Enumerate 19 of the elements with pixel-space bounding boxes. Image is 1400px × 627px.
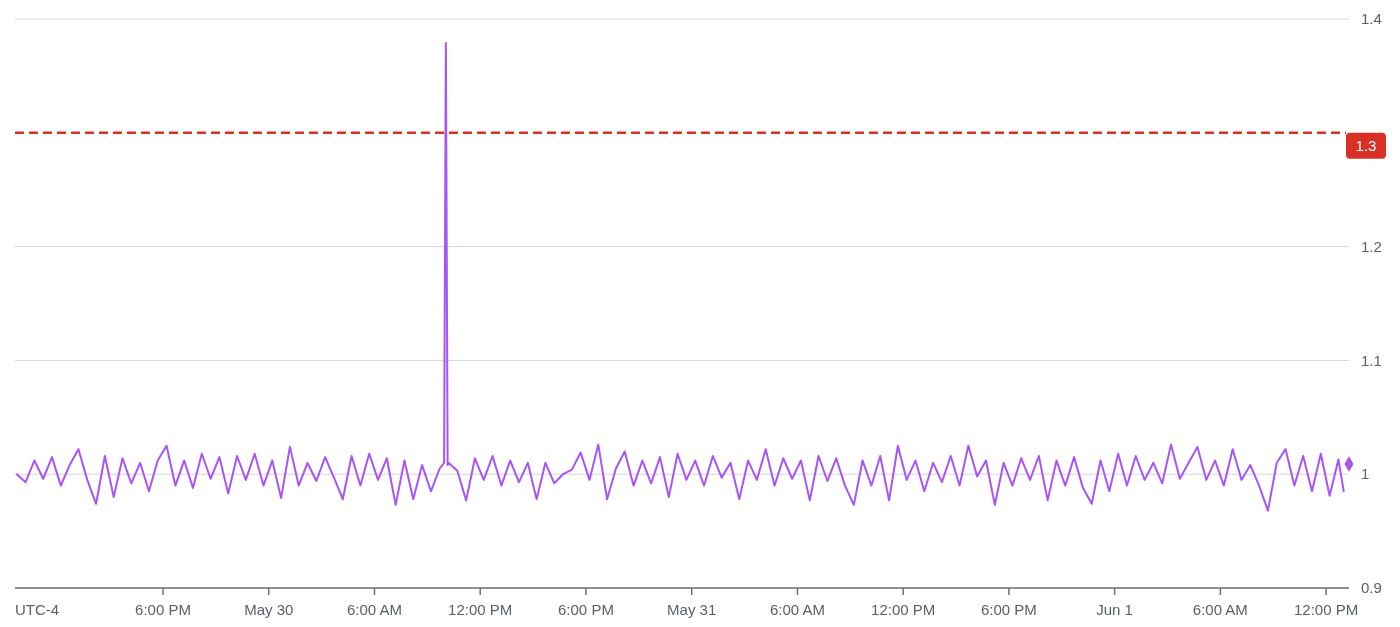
text: UTC-4 [15,601,60,618]
y-tick-label: 1.1 [1361,351,1382,369]
y-tick-label: 0.9 [1361,579,1382,597]
x-tick-label: 12:00 PM [871,601,936,618]
x-tick-label: May 30 [244,601,294,618]
y-tick-label: 1.2 [1361,237,1382,255]
x-tick-label: 6:00 AM [769,601,825,618]
ref-line-label: 1.3 [1355,137,1377,155]
x-tick-label: 6:00 PM [980,601,1037,618]
x-tick-label: 6:00 PM [558,601,614,618]
x-tick-label: 12:00 PM [1293,601,1359,618]
x-tick-label: 6:00 AM [1192,601,1248,618]
x-tick-label: 6:00 PM [135,601,191,618]
y-tick-label: 1.4 [1361,10,1382,28]
x-tick-label: May 31 [667,601,717,618]
x-tick-label: Jun 1 [1096,601,1133,618]
x-tick-label: 12:00 PM [448,601,513,618]
y-tick-label: 1 [1361,465,1370,483]
x-tick-label: 6:00 AM [346,601,403,618]
